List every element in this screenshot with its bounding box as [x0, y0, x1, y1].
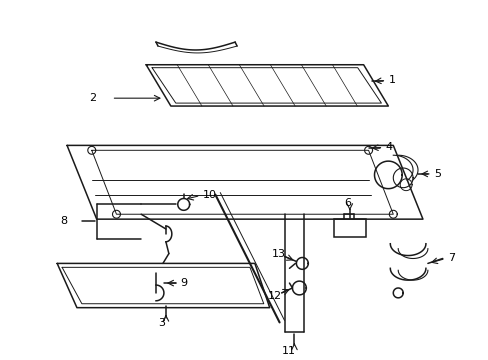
Text: 11: 11: [281, 346, 295, 356]
Text: 4: 4: [385, 142, 392, 152]
Text: 2: 2: [89, 93, 97, 103]
Bar: [333, 219, 365, 237]
Text: 10: 10: [202, 190, 216, 199]
Text: 6: 6: [343, 198, 350, 208]
Text: 7: 7: [447, 253, 454, 264]
Text: 3: 3: [158, 318, 164, 328]
Text: 5: 5: [433, 169, 440, 179]
Text: 9: 9: [181, 278, 187, 288]
Text: 8: 8: [60, 216, 67, 226]
Text: 12: 12: [267, 291, 281, 301]
Text: 13: 13: [271, 248, 285, 258]
Text: 1: 1: [387, 76, 394, 85]
